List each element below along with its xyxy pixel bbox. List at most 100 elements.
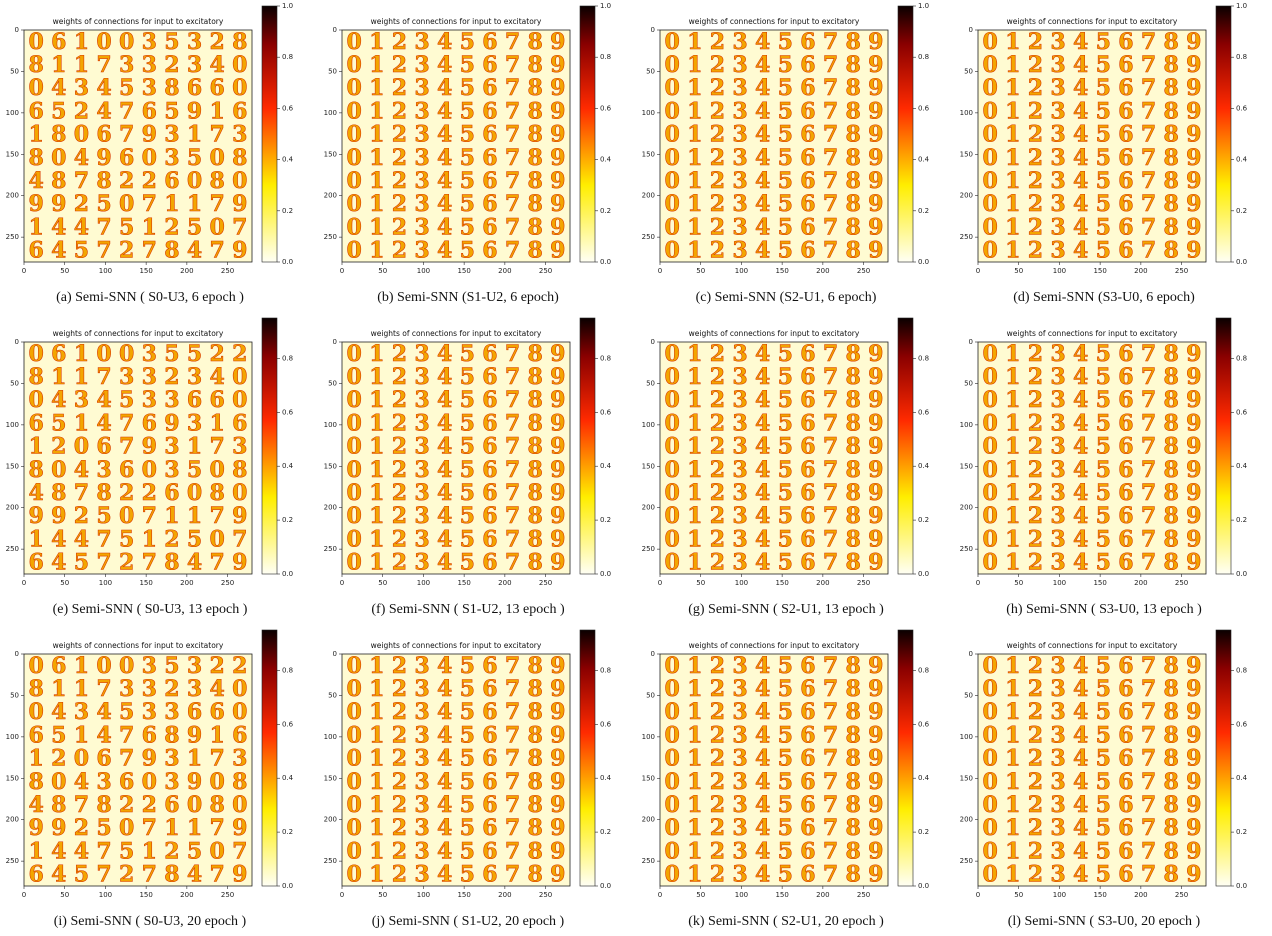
colorbar-tick-label: 1.0: [918, 2, 929, 10]
panel-title: weights of connections for input to exci…: [1007, 641, 1178, 650]
y-tick-label: 0: [15, 338, 19, 346]
panel: weights of connections for input to exci…: [324, 318, 612, 617]
y-tick-label: 150: [6, 462, 19, 470]
x-tick-label: 150: [139, 579, 152, 587]
panel-title: weights of connections for input to exci…: [689, 17, 860, 26]
y-tick-label: 50: [964, 379, 973, 387]
y-tick-label: 250: [6, 857, 19, 865]
x-tick-label: 50: [1014, 579, 1023, 587]
y-tick-label: 150: [6, 150, 19, 158]
x-tick-label: 100: [1053, 267, 1066, 275]
y-tick-label: 0: [651, 650, 655, 658]
x-tick-label: 0: [340, 579, 344, 587]
colorbar-tick-label: 0.8: [600, 354, 611, 362]
colorbar-tick-label: 0.8: [600, 53, 611, 61]
colorbar-tick-label: 0.2: [918, 207, 929, 215]
colorbar-tick-label: 1.0: [282, 2, 293, 10]
y-tick-label: 50: [328, 691, 337, 699]
caption: (g) Semi-SNN ( S2-U1, 13 epoch ): [688, 602, 884, 617]
y-tick-label: 200: [642, 192, 655, 200]
y-tick-label: 100: [642, 421, 655, 429]
y-tick-label: 100: [960, 733, 973, 741]
y-tick-label: 100: [6, 733, 19, 741]
y-tick-label: 100: [324, 421, 337, 429]
y-tick-label: 250: [6, 545, 19, 553]
colorbar: [580, 630, 595, 886]
colorbar-tick-label: 0.8: [1236, 666, 1247, 674]
x-tick-label: 150: [1093, 267, 1106, 275]
colorbar-tick-label: 0.0: [918, 570, 929, 578]
y-tick-label: 50: [10, 379, 19, 387]
colorbar-tick-label: 0.2: [918, 516, 929, 524]
caption: (f) Semi-SNN ( S1-U2, 13 epoch ): [371, 602, 565, 617]
x-tick-label: 0: [658, 579, 662, 587]
panel: weights of connections for input to exci…: [960, 630, 1248, 929]
y-tick-label: 250: [642, 857, 655, 865]
y-tick-label: 150: [960, 462, 973, 470]
x-tick-label: 100: [99, 579, 112, 587]
y-tick-label: 50: [10, 691, 19, 699]
panel-title: weights of connections for input to exci…: [1007, 329, 1178, 338]
colorbar: [262, 630, 277, 886]
y-tick-label: 0: [969, 26, 973, 34]
colorbar-tick-label: 1.0: [1236, 2, 1247, 10]
y-tick-label: 200: [642, 504, 655, 512]
y-tick-label: 50: [646, 691, 655, 699]
colorbar-tick-label: 0.4: [282, 774, 294, 782]
y-tick-label: 150: [324, 774, 337, 782]
x-tick-label: 0: [22, 891, 26, 899]
y-tick-label: 100: [6, 109, 19, 117]
colorbar-tick-label: 0.2: [1236, 516, 1247, 524]
colorbar-tick-label: 0.8: [1236, 354, 1247, 362]
colorbar-tick-label: 0.6: [1236, 408, 1248, 416]
y-tick-label: 50: [646, 379, 655, 387]
y-tick-label: 250: [6, 233, 19, 241]
colorbar-tick-label: 0.6: [282, 720, 294, 728]
x-tick-label: 200: [816, 267, 829, 275]
y-tick-label: 0: [333, 338, 337, 346]
colorbar-tick-label: 0.4: [1236, 774, 1248, 782]
panel: weights of connections for input to exci…: [324, 630, 612, 929]
y-tick-label: 250: [960, 233, 973, 241]
x-tick-label: 100: [417, 891, 430, 899]
colorbar-tick-label: 0.8: [918, 666, 929, 674]
colorbar: [580, 318, 595, 574]
colorbar: [262, 318, 277, 574]
colorbar-tick-label: 0.2: [282, 828, 293, 836]
y-tick-label: 0: [651, 338, 655, 346]
x-tick-label: 0: [22, 267, 26, 275]
colorbar-tick-label: 0.6: [600, 104, 612, 112]
x-tick-label: 250: [539, 579, 552, 587]
colorbar-tick-label: 0.2: [282, 516, 293, 524]
y-tick-label: 0: [333, 650, 337, 658]
x-tick-label: 0: [658, 267, 662, 275]
y-tick-label: 0: [651, 26, 655, 34]
caption: (e) Semi-SNN ( S0-U3, 13 epoch ): [53, 602, 248, 617]
x-tick-label: 150: [139, 267, 152, 275]
y-tick-label: 100: [642, 733, 655, 741]
colorbar-tick-label: 0.2: [1236, 207, 1247, 215]
x-tick-label: 0: [340, 891, 344, 899]
colorbar-tick-label: 0.0: [600, 882, 611, 890]
x-tick-label: 200: [816, 891, 829, 899]
panel: weights of connections for input to exci…: [642, 2, 930, 305]
colorbar-tick-label: 0.2: [918, 828, 929, 836]
y-tick-label: 200: [6, 504, 19, 512]
colorbar-tick-label: 0.0: [1236, 882, 1247, 890]
x-tick-label: 100: [99, 891, 112, 899]
colorbar-tick-label: 1.0: [600, 2, 611, 10]
colorbar-tick-label: 0.8: [282, 354, 293, 362]
x-tick-label: 50: [696, 891, 705, 899]
panel-title: weights of connections for input to exci…: [53, 329, 224, 338]
x-tick-label: 250: [221, 267, 234, 275]
y-tick-label: 150: [324, 462, 337, 470]
colorbar-tick-label: 0.2: [600, 516, 611, 524]
x-tick-label: 250: [1175, 267, 1188, 275]
x-tick-label: 250: [221, 579, 234, 587]
caption: (i) Semi-SNN ( S0-U3, 20 epoch ): [54, 914, 247, 929]
x-tick-label: 0: [976, 267, 980, 275]
y-tick-label: 250: [324, 233, 337, 241]
colorbar-tick-label: 0.0: [282, 882, 293, 890]
x-tick-label: 250: [1175, 891, 1188, 899]
colorbar-tick-label: 0.4: [282, 462, 294, 470]
